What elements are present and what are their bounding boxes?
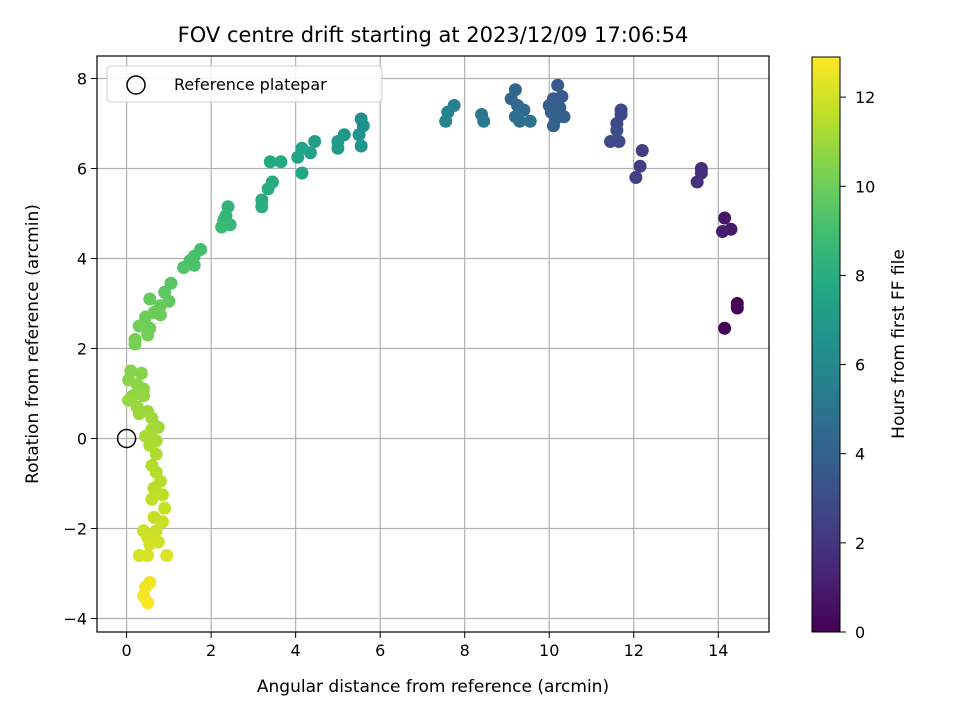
colorbar-tick-label: 10 bbox=[855, 177, 875, 196]
data-point bbox=[134, 366, 148, 380]
data-point bbox=[523, 114, 537, 128]
data-point bbox=[177, 261, 191, 274]
data-point bbox=[143, 438, 157, 452]
data-point bbox=[295, 166, 309, 180]
data-point bbox=[145, 492, 159, 506]
y-tick-label: 2 bbox=[77, 340, 87, 359]
data-point bbox=[156, 488, 170, 502]
reference-platepar-marker bbox=[116, 428, 137, 449]
data-point bbox=[128, 337, 142, 351]
data-point bbox=[132, 407, 146, 421]
legend-label: Reference platepar bbox=[174, 75, 327, 94]
data-point bbox=[633, 159, 647, 173]
colorbar bbox=[811, 56, 841, 633]
data-point bbox=[716, 225, 730, 238]
legend-marker bbox=[126, 75, 146, 95]
y-tick-label: −4 bbox=[63, 610, 87, 629]
legend: Reference platepar bbox=[106, 65, 383, 103]
data-point bbox=[141, 328, 155, 342]
data-point bbox=[156, 515, 170, 529]
data-point bbox=[139, 310, 153, 324]
legend-box bbox=[106, 65, 383, 103]
data-point bbox=[718, 321, 732, 335]
colorbar-label: Hours from first FF file bbox=[889, 249, 909, 439]
x-tick-label: 2 bbox=[206, 641, 216, 660]
y-tick-label: 6 bbox=[77, 160, 87, 179]
data-point bbox=[143, 292, 157, 306]
data-point bbox=[477, 114, 491, 128]
data-point bbox=[354, 139, 368, 153]
y-axis-label: Rotation from reference (arcmin) bbox=[23, 204, 43, 484]
data-point bbox=[604, 135, 618, 148]
x-tick-label: 10 bbox=[539, 641, 559, 660]
data-point bbox=[261, 182, 275, 196]
colorbar-tick-label: 2 bbox=[855, 534, 865, 553]
y-ticks: −4 −2 0 2 4 6 8 bbox=[63, 70, 97, 629]
data-point bbox=[690, 175, 704, 189]
colorbar-tick-label: 4 bbox=[855, 445, 865, 464]
data-point bbox=[629, 171, 643, 184]
y-gridlines bbox=[97, 77, 769, 620]
data-point bbox=[546, 119, 560, 133]
data-points bbox=[122, 78, 744, 610]
x-tick-label: 12 bbox=[624, 641, 644, 660]
chart-title: FOV centre drift starting at 2023/12/09 … bbox=[178, 23, 689, 47]
data-point bbox=[274, 155, 288, 169]
data-point bbox=[513, 114, 527, 128]
y-tick-label: 4 bbox=[77, 250, 87, 269]
data-point bbox=[143, 537, 157, 551]
data-point bbox=[153, 308, 167, 322]
data-point bbox=[164, 276, 178, 290]
data-point bbox=[635, 144, 649, 157]
x-tick-label: 0 bbox=[121, 641, 131, 660]
data-point bbox=[352, 128, 366, 142]
data-point bbox=[141, 549, 155, 562]
data-point bbox=[187, 258, 201, 272]
y-tick-label: 0 bbox=[77, 430, 87, 449]
x-tick-label: 8 bbox=[460, 641, 470, 660]
data-point bbox=[255, 200, 269, 214]
colorbar-tick-label: 8 bbox=[855, 266, 865, 285]
data-point bbox=[149, 447, 163, 461]
plot-frame bbox=[96, 55, 770, 633]
x-gridlines bbox=[125, 56, 719, 632]
colorbar-tick-label: 0 bbox=[855, 623, 865, 642]
data-point bbox=[215, 220, 229, 234]
data-point bbox=[263, 155, 277, 169]
data-point bbox=[610, 123, 624, 137]
data-point bbox=[439, 114, 453, 128]
x-tick-label: 6 bbox=[375, 641, 385, 660]
data-point bbox=[145, 411, 159, 425]
data-point bbox=[158, 501, 172, 515]
data-point bbox=[551, 78, 565, 92]
data-point bbox=[291, 150, 305, 164]
data-point bbox=[718, 211, 732, 225]
data-point bbox=[160, 549, 174, 562]
x-tick-label: 4 bbox=[291, 641, 301, 660]
y-tick-label: 8 bbox=[77, 70, 87, 89]
data-point bbox=[136, 389, 150, 403]
data-point bbox=[730, 301, 744, 315]
data-point bbox=[308, 135, 322, 148]
data-point bbox=[141, 596, 155, 610]
data-point bbox=[132, 319, 146, 333]
x-ticks: 0 2 4 6 8 10 12 14 bbox=[121, 632, 728, 660]
x-tick-label: 14 bbox=[708, 641, 728, 660]
colorbar-ticks: 0 2 4 6 8 10 12 bbox=[840, 88, 875, 642]
y-tick-label: −2 bbox=[63, 520, 87, 539]
data-point bbox=[331, 141, 345, 155]
colorbar-tick-label: 12 bbox=[855, 88, 875, 107]
x-axis-label: Angular distance from reference (arcmin) bbox=[257, 677, 609, 697]
colorbar-tick-label: 6 bbox=[855, 356, 865, 375]
